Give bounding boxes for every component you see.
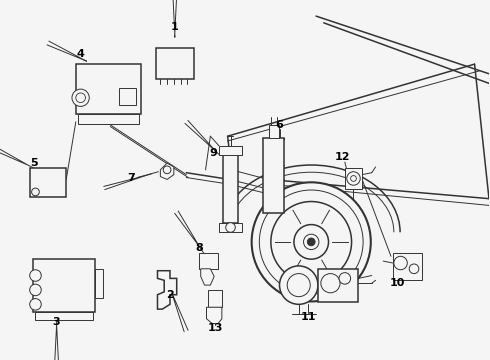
Bar bbox=[223, 153, 238, 223]
Circle shape bbox=[347, 172, 360, 185]
Text: 8: 8 bbox=[195, 243, 203, 253]
Text: 13: 13 bbox=[207, 323, 223, 333]
Bar bbox=[345, 168, 362, 189]
Bar bbox=[155, 48, 194, 78]
Bar bbox=[219, 223, 242, 232]
Text: 5: 5 bbox=[30, 158, 37, 168]
Circle shape bbox=[409, 264, 419, 274]
Polygon shape bbox=[160, 163, 174, 179]
Circle shape bbox=[163, 166, 171, 174]
Text: 9: 9 bbox=[209, 148, 217, 158]
Circle shape bbox=[279, 266, 318, 304]
Circle shape bbox=[259, 190, 363, 294]
Text: 4: 4 bbox=[77, 49, 85, 59]
Circle shape bbox=[287, 274, 310, 297]
Polygon shape bbox=[201, 269, 214, 285]
Text: 11: 11 bbox=[300, 312, 316, 322]
Circle shape bbox=[307, 238, 315, 246]
Circle shape bbox=[226, 223, 235, 232]
Text: 6: 6 bbox=[275, 120, 283, 130]
Circle shape bbox=[394, 256, 407, 270]
Circle shape bbox=[339, 273, 351, 284]
Circle shape bbox=[30, 270, 41, 281]
Polygon shape bbox=[206, 307, 222, 324]
Bar bbox=[318, 269, 358, 302]
Bar bbox=[263, 138, 284, 213]
Bar bbox=[33, 259, 95, 312]
Bar bbox=[76, 64, 141, 114]
Bar bbox=[35, 312, 93, 320]
Bar bbox=[199, 253, 218, 269]
Circle shape bbox=[76, 93, 85, 103]
Bar bbox=[219, 146, 242, 156]
Circle shape bbox=[271, 202, 352, 282]
Bar bbox=[208, 290, 222, 307]
Text: 1: 1 bbox=[171, 22, 179, 32]
Circle shape bbox=[30, 284, 41, 296]
Text: 2: 2 bbox=[166, 290, 174, 300]
Circle shape bbox=[32, 188, 39, 196]
Circle shape bbox=[321, 274, 340, 293]
Text: 7: 7 bbox=[128, 172, 135, 183]
Text: 10: 10 bbox=[390, 278, 405, 288]
Text: 3: 3 bbox=[53, 317, 60, 327]
Bar bbox=[393, 253, 422, 280]
Polygon shape bbox=[157, 271, 177, 309]
Bar bbox=[269, 125, 278, 138]
Bar bbox=[95, 269, 103, 298]
Text: 12: 12 bbox=[335, 152, 351, 162]
Circle shape bbox=[252, 182, 371, 301]
Circle shape bbox=[30, 298, 41, 310]
Circle shape bbox=[72, 89, 89, 107]
Circle shape bbox=[351, 176, 356, 181]
Bar bbox=[78, 114, 139, 124]
Bar bbox=[119, 88, 136, 105]
Circle shape bbox=[303, 234, 319, 249]
Bar bbox=[30, 168, 66, 197]
Circle shape bbox=[294, 225, 328, 259]
